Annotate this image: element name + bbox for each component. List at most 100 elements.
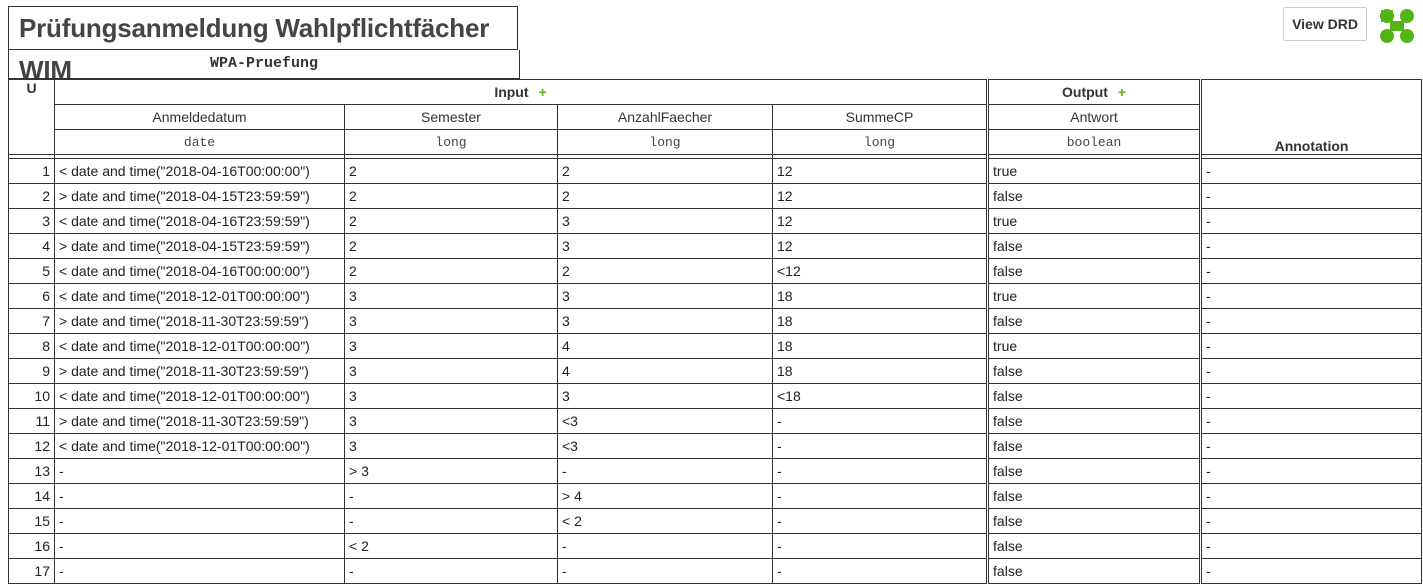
rule-cell-annotation[interactable]: - [1199,483,1423,509]
decision-id[interactable]: WPA-Pruefung [209,55,319,72]
rule-cell-semester[interactable]: 3 [344,358,558,384]
rule-cell-summecp[interactable]: 18 [771,333,989,359]
rule-cell-summecp[interactable]: - [771,483,989,509]
rule-number[interactable]: 8 [8,333,55,359]
rule-cell-antwort[interactable]: false [986,383,1202,409]
rule-cell-summecp[interactable]: 12 [771,233,989,259]
rule-cell-annotation[interactable]: - [1199,283,1423,309]
rule-cell-antwort[interactable]: true [986,283,1202,309]
rule-cell-annotation[interactable]: - [1199,383,1423,409]
rule-cell-summecp[interactable]: - [771,433,989,459]
rule-cell-antwort[interactable]: true [986,158,1202,184]
rule-number[interactable]: 15 [8,508,55,534]
rule-cell-annotation[interactable]: - [1199,408,1423,434]
rule-number[interactable]: 2 [8,183,55,209]
input-type-anzahlfaecher[interactable]: long [557,129,773,155]
rule-cell-anmeldedatum[interactable]: < date and time("2018-04-16T00:00:00") [54,158,345,184]
rule-cell-annotation[interactable]: - [1199,208,1423,234]
rule-cell-antwort[interactable]: false [986,433,1202,459]
rule-cell-antwort[interactable]: false [986,408,1202,434]
rule-number[interactable]: 7 [8,308,55,334]
rule-cell-summecp[interactable]: 18 [771,358,989,384]
rule-cell-semester[interactable]: 3 [344,383,558,409]
rule-cell-antwort[interactable]: false [986,358,1202,384]
rule-number[interactable]: 6 [8,283,55,309]
input-column-summecp[interactable]: SummeCP [771,104,989,130]
rule-cell-summecp[interactable]: - [771,408,989,434]
rule-cell-anmeldedatum[interactable]: - [54,533,345,559]
rule-cell-anmeldedatum[interactable]: > date and time("2018-04-15T23:59:59") [54,183,345,209]
rule-cell-anmeldedatum[interactable]: - [54,508,345,534]
decision-title[interactable]: Prüfungsanmeldung Wahlpflichtfächer WIM [19,13,490,85]
input-type-anmeldedatum[interactable]: date [54,129,345,155]
rule-number[interactable]: 4 [8,233,55,259]
input-column-anzahlfaecher[interactable]: AnzahlFaecher [557,104,773,130]
rule-cell-semester[interactable]: 3 [344,433,558,459]
rule-cell-annotation[interactable]: - [1199,233,1423,259]
rule-number[interactable]: 3 [8,208,55,234]
rule-cell-anmeldedatum[interactable]: - [54,558,345,584]
rule-cell-antwort[interactable]: false [986,558,1202,584]
rule-cell-anmeldedatum[interactable]: > date and time("2018-11-30T23:59:59") [54,308,345,334]
bpmn-io-logo-icon[interactable] [1377,7,1417,45]
rule-cell-anmeldedatum[interactable]: < date and time("2018-12-01T00:00:00") [54,433,345,459]
rule-cell-semester[interactable]: < 2 [344,533,558,559]
rule-cell-antwort[interactable]: false [986,233,1202,259]
rule-cell-anzahlfaecher[interactable]: 3 [557,233,773,259]
rule-cell-anzahlfaecher[interactable]: > 4 [557,483,773,509]
rule-cell-annotation[interactable]: - [1199,458,1423,484]
rule-cell-anzahlfaecher[interactable]: 3 [557,283,773,309]
rule-cell-anzahlfaecher[interactable]: - [557,558,773,584]
rule-cell-semester[interactable]: - [344,508,558,534]
rule-cell-summecp[interactable]: - [771,533,989,559]
rule-cell-summecp[interactable]: 12 [771,208,989,234]
rule-cell-semester[interactable]: 3 [344,308,558,334]
output-column-antwort[interactable]: Antwort [986,104,1202,130]
rule-cell-semester[interactable]: - [344,558,558,584]
rule-cell-anzahlfaecher[interactable]: 2 [557,183,773,209]
rule-number[interactable]: 14 [8,483,55,509]
rule-cell-antwort[interactable]: false [986,483,1202,509]
rule-cell-anmeldedatum[interactable]: < date and time("2018-12-01T00:00:00") [54,333,345,359]
rule-number[interactable]: 17 [8,558,55,584]
rule-cell-anzahlfaecher[interactable]: - [557,458,773,484]
rule-cell-summecp[interactable]: 18 [771,283,989,309]
rule-cell-annotation[interactable]: - [1199,308,1423,334]
rule-number[interactable]: 13 [8,458,55,484]
rule-number[interactable]: 11 [8,408,55,434]
input-type-semester[interactable]: long [344,129,558,155]
rule-cell-anmeldedatum[interactable]: < date and time("2018-04-16T00:00:00") [54,258,345,284]
rule-cell-annotation[interactable]: - [1199,558,1423,584]
rule-cell-annotation[interactable]: - [1199,508,1423,534]
input-type-summecp[interactable]: long [771,129,989,155]
rule-cell-antwort[interactable]: false [986,308,1202,334]
rule-cell-summecp[interactable]: - [771,558,989,584]
rule-cell-anzahlfaecher[interactable]: <3 [557,433,773,459]
rule-cell-anmeldedatum[interactable]: < date and time("2018-12-01T00:00:00") [54,283,345,309]
rule-cell-semester[interactable]: 3 [344,408,558,434]
hit-policy[interactable]: U [8,79,55,155]
rule-number[interactable]: 5 [8,258,55,284]
rule-cell-antwort[interactable]: true [986,208,1202,234]
rule-number[interactable]: 10 [8,383,55,409]
rule-cell-anzahlfaecher[interactable]: 3 [557,383,773,409]
rule-cell-semester[interactable]: - [344,483,558,509]
rule-cell-antwort[interactable]: false [986,533,1202,559]
rule-cell-anzahlfaecher[interactable]: <3 [557,408,773,434]
output-type-antwort[interactable]: boolean [986,129,1202,155]
rule-cell-semester[interactable]: 3 [344,333,558,359]
rule-cell-annotation[interactable]: - [1199,433,1423,459]
rule-cell-anmeldedatum[interactable]: > date and time("2018-11-30T23:59:59") [54,358,345,384]
rule-cell-anzahlfaecher[interactable]: 2 [557,158,773,184]
rule-cell-antwort[interactable]: false [986,458,1202,484]
rule-cell-anmeldedatum[interactable]: < date and time("2018-04-16T23:59:59") [54,208,345,234]
rule-cell-anmeldedatum[interactable]: > date and time("2018-11-30T23:59:59") [54,408,345,434]
add-output-icon[interactable]: + [1117,84,1127,100]
input-column-anmeldedatum[interactable]: Anmeldedatum [54,104,345,130]
rule-cell-anzahlfaecher[interactable]: 4 [557,333,773,359]
rule-cell-anmeldedatum[interactable]: - [54,483,345,509]
rule-cell-anmeldedatum[interactable]: - [54,458,345,484]
rule-cell-anmeldedatum[interactable]: < date and time("2018-12-01T00:00:00") [54,383,345,409]
rule-cell-annotation[interactable]: - [1199,258,1423,284]
rule-cell-summecp[interactable]: 12 [771,158,989,184]
